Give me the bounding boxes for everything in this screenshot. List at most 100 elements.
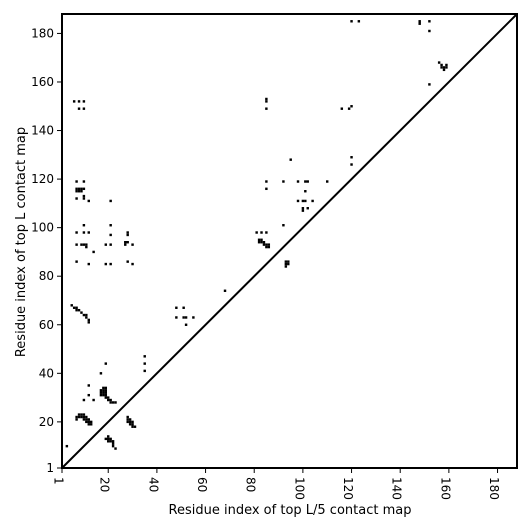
contact-cell-lower [143,362,146,365]
contact-cell-upper [82,243,86,246]
contact-cell-upper [104,243,108,246]
contact-cell-upper [357,20,361,23]
contact-cell-lower [131,420,134,424]
contact-cell-upper [72,100,76,103]
contact-cell-lower [104,391,108,394]
contact-cell-lower [87,423,90,426]
contact-cell-lower [87,418,90,421]
contact-cell-upper [85,245,88,249]
contact-cell-upper [265,187,268,191]
contact-cell-lower [143,355,146,358]
contact-cell-lower [107,435,110,438]
contact-cell-upper [75,180,78,183]
contact-cell-upper [80,243,83,246]
contact-cell-lower [85,313,88,317]
contact-cell-upper [282,180,285,183]
contact-cell-lower [70,304,73,307]
y-tick-label: 80 [39,269,54,283]
contact-cell-upper [126,233,129,237]
contact-cell-upper [87,231,90,234]
contact-cell-lower [82,418,86,421]
contact-cell-lower [128,420,132,424]
contact-cell-lower [128,423,132,426]
x-tick-label: 40 [146,477,160,492]
contact-cell-lower [99,372,103,375]
contact-cell-lower [87,420,90,424]
contact-marks [65,20,448,450]
contact-cell-lower [107,398,110,402]
contact-cell-lower [104,386,108,390]
contact-cell-upper [75,190,78,193]
contact-cell-upper [82,231,86,234]
contact-cell-lower [75,306,78,309]
contact-cell-lower [102,389,105,392]
contact-cell-upper [124,243,127,246]
contact-cell-upper [260,231,263,234]
contact-cell-lower [223,289,227,292]
contact-cell-lower [126,420,129,424]
contact-cell-lower [80,413,83,416]
contact-cell-upper [445,66,448,69]
contact-cell-lower [82,413,86,416]
contact-cell-lower [192,316,195,319]
contact-cell-lower [75,418,78,421]
contact-cell-lower [260,238,263,241]
contact-cell-lower [267,245,271,249]
contact-cell-upper [126,241,129,244]
contact-cell-lower [267,243,271,246]
contact-cell-upper [87,199,90,203]
contact-cell-upper [109,199,112,203]
contact-cell-upper [445,63,448,67]
contact-cell-lower [287,260,290,263]
contact-cell-upper [306,180,309,183]
contact-cell-upper [442,66,446,69]
contact-cell-upper [124,241,127,244]
contact-cell-upper [296,180,300,183]
contact-cell-upper [289,158,292,161]
y-tick-label: 120 [31,172,54,186]
contact-cell-upper [126,231,129,234]
contact-cell-lower [85,415,88,419]
contact-cell-lower [257,238,261,241]
contact-cell-lower [265,243,268,246]
contact-cell-upper [255,231,258,234]
contact-cell-upper [350,20,353,23]
contact-cell-lower [80,311,83,314]
contact-cell-upper [282,224,285,227]
contact-cell-lower [111,442,115,445]
contact-cell-lower [131,423,134,426]
contact-cell-lower [184,316,188,319]
contact-cell-upper [131,262,134,266]
contact-cell-upper [75,187,78,191]
x-tick-label: 1 [52,477,66,485]
contact-cell-lower [75,415,78,419]
x-tick-label: 60 [195,477,209,492]
contact-cell-lower [131,425,134,428]
x-tick-label: 20 [98,477,112,492]
y-axis-label: Residue index of top L contact map [14,127,29,357]
y-tick-label: 20 [39,415,54,429]
contact-cell-lower [104,393,108,397]
contact-cell-lower [143,369,146,373]
contact-cell-upper [82,194,86,198]
contact-cell-lower [75,308,78,312]
contact-cell-upper [77,187,81,191]
contact-cell-upper [301,209,305,212]
contact-cell-lower [87,321,90,324]
contact-cell-lower [111,444,115,448]
contact-cell-lower [182,306,185,309]
contact-cell-lower [102,393,105,397]
x-tick-label: 140 [390,477,404,500]
contact-cell-lower [104,437,108,441]
contact-cell-upper [82,107,86,110]
contact-cell-lower [182,316,185,319]
diagonal-line [61,13,518,469]
contact-cell-lower [284,265,288,268]
contact-cell-lower [109,437,112,441]
contact-cell-upper [304,199,307,203]
contact-cell-upper [418,20,421,23]
contact-cell-lower [82,313,86,317]
contact-cell-upper [437,61,441,64]
contact-cell-lower [184,323,188,326]
contact-cell-upper [75,243,78,246]
